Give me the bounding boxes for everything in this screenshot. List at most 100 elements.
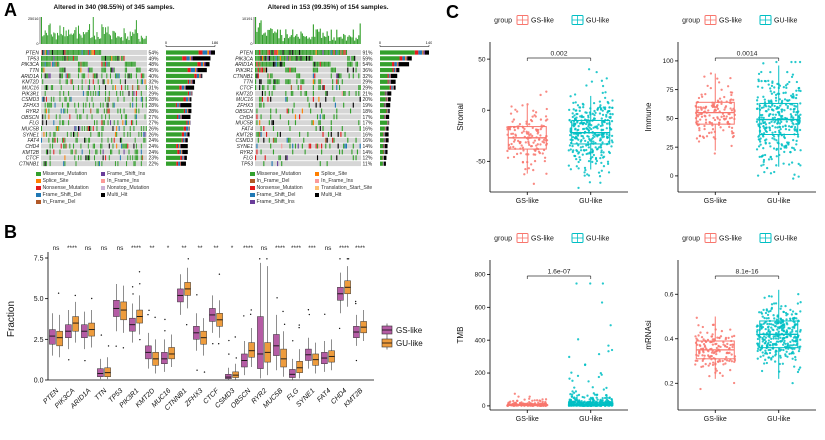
box xyxy=(273,334,280,356)
b-group-CHD4: ****CHD4 xyxy=(330,245,351,406)
tmb-axis-max: 25016 xyxy=(28,17,39,21)
svg-text:PTEN: PTEN xyxy=(240,50,254,56)
legend-item: In_Frame_Ins xyxy=(100,178,150,184)
significance-label: **** xyxy=(291,245,302,252)
box-gu-like xyxy=(571,399,611,406)
legend-label: Splice_Site xyxy=(321,171,348,177)
legend-item: Nonstop_Mutation xyxy=(100,185,149,191)
c-ylabel: Immune xyxy=(644,102,653,131)
c-ytick: 100 xyxy=(663,58,674,65)
bar-axis-min: 0 xyxy=(165,40,168,45)
b-ytick: 7.5 xyxy=(34,256,44,263)
svg-text:RYR2: RYR2 xyxy=(240,150,253,156)
legend-item: Frame_Shift_Del xyxy=(250,192,303,198)
box-gs-like xyxy=(695,73,735,151)
svg-text:FAT4: FAT4 xyxy=(28,138,40,144)
significance-label: * xyxy=(167,245,170,252)
svg-text:26%: 26% xyxy=(149,126,160,132)
c-ytick: 0.4 xyxy=(664,336,673,343)
c-ytick: 600 xyxy=(475,305,486,312)
box-gu-like xyxy=(571,95,611,170)
jitter-points-gu-like xyxy=(755,60,802,180)
svg-text:CTCF: CTCF xyxy=(240,86,254,92)
gene-barchart: 0 186 xyxy=(165,40,218,166)
legend-label: In_Frame_Ins xyxy=(321,178,354,184)
legend-item: Frame_Shift_Del xyxy=(36,192,89,198)
significance-label: *** xyxy=(308,245,316,252)
box xyxy=(120,301,127,321)
box xyxy=(97,368,104,377)
significance-label: ns xyxy=(325,245,333,252)
pvalue-bracket: 0.002 xyxy=(526,51,592,61)
tmb-barchart: 10191 0 xyxy=(242,17,361,46)
b-group-PIK3R1: ****PIK3R1 xyxy=(118,245,143,409)
tmb-axis-max: 10191 xyxy=(242,17,253,21)
b-ytick: 2.5 xyxy=(34,337,44,344)
svg-text:ARID1A: ARID1A xyxy=(20,74,40,80)
c-axes: 0 25 50 75 100 Immune GS-like GU-like xyxy=(644,42,816,205)
legend-item: Multi_Hit xyxy=(314,192,373,198)
svg-text:CHD4: CHD4 xyxy=(239,115,253,121)
significance-label: **** xyxy=(67,245,78,252)
multi_hit-swatch-icon xyxy=(314,192,320,198)
legend-label: Multi_Hit xyxy=(321,192,342,198)
legend-item: Nonsense_Mutation xyxy=(250,185,303,191)
svg-text:CTCF: CTCF xyxy=(26,156,40,162)
significance-label: ns xyxy=(85,245,93,252)
panel-b-label: B xyxy=(4,222,17,242)
svg-text:17%: 17% xyxy=(363,121,374,127)
c-xlabel: GU-like xyxy=(579,198,602,205)
missense_mutation-swatch-icon xyxy=(250,171,255,177)
nonsense_mutation-swatch-icon xyxy=(36,185,41,191)
percent-labels: 91%59%54%36%32%29%29%21%20%19%18%17%17%1… xyxy=(363,50,374,167)
svg-text:PIK3CA: PIK3CA xyxy=(21,62,39,68)
significance-label: ns xyxy=(117,245,125,252)
legend-column: Missense_Mutation In_Frame_Del Nonsense_Mu… xyxy=(250,171,303,205)
svg-text:SYNE1: SYNE1 xyxy=(23,132,40,138)
frame_shift_ins-swatch-icon xyxy=(250,199,255,205)
significance-label: **** xyxy=(355,245,366,252)
svg-text:16%: 16% xyxy=(363,138,374,144)
jitter-points-gu-like xyxy=(567,282,614,408)
legend-label: Nonsense_Mutation xyxy=(42,185,89,191)
splice_site-swatch-icon xyxy=(36,178,41,184)
svg-text:49%: 49% xyxy=(149,56,160,62)
svg-text:CTNNB1: CTNNB1 xyxy=(233,74,253,80)
legend-column: Missense_Mutation Splice_Site Nonsense_Mut… xyxy=(36,171,89,205)
legend-label: In_Frame_Ins xyxy=(107,178,140,184)
c-legend-label: GS-like xyxy=(719,236,742,243)
splice_site-swatch-icon xyxy=(314,171,320,177)
c-ytick: 800 xyxy=(475,272,486,279)
stromal-chart: group GS-like GU-like 50 0 -50 Stromal GS-like G… xyxy=(456,15,628,205)
svg-text:TTN: TTN xyxy=(243,80,253,86)
b-group-KMT2D: **KMT2D xyxy=(135,245,159,409)
svg-text:28%: 28% xyxy=(149,109,160,115)
c-legend-label: GU-like xyxy=(586,236,609,243)
c-xlabel: GU-like xyxy=(767,416,790,423)
svg-text:MUC5B: MUC5B xyxy=(21,126,39,132)
mutation-matrix xyxy=(41,50,147,167)
pvalue-label: 0.0014 xyxy=(737,51,758,58)
fraction-boxplot-chart: 0.02.55.07.5FractionnsPTEN****PIK3CAnsAR… xyxy=(6,245,423,412)
svg-text:TP53: TP53 xyxy=(241,162,253,168)
b-axes: 0.0 2.5 5.0 7.5 Fraction xyxy=(6,252,374,385)
panel-a-label: A xyxy=(4,0,17,20)
b-group-FLG: ****FLG xyxy=(286,245,303,402)
box-gu-like xyxy=(759,289,799,379)
c-legend: group GS-like GU-like xyxy=(494,15,609,25)
c-ytick: 50 xyxy=(666,116,674,123)
svg-text:KMT2B: KMT2B xyxy=(22,150,39,156)
svg-text:SYNE1: SYNE1 xyxy=(237,144,254,150)
legend-column: Frame_Shift_Ins In_Frame_Ins Nonstop_Mutat… xyxy=(100,171,150,205)
c-axes: 50 0 -50 Stromal GS-like GU-like xyxy=(456,42,628,205)
c-legend-title: group xyxy=(682,18,700,25)
legend-item: Missense_Mutation xyxy=(36,171,89,177)
c-xlabel: GS-like xyxy=(516,416,539,423)
b-ytick: 5.0 xyxy=(34,296,44,303)
svg-text:16%: 16% xyxy=(363,126,374,132)
significance-label: ** xyxy=(197,245,203,252)
c-plot-immune: group GS-like GU-like 0 25 50 75 100 Immune GS-li… xyxy=(642,6,824,218)
legend-label: Multi_Hit xyxy=(107,192,128,198)
